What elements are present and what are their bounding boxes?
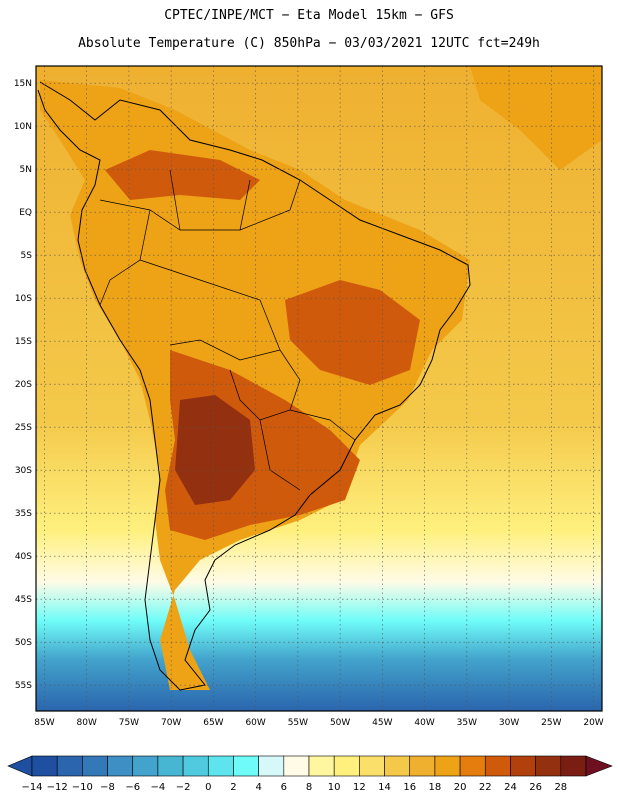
- longitude-label: 80W: [77, 718, 97, 728]
- colorbar-swatch: [459, 755, 486, 777]
- colorbar-tick-label: 12: [352, 782, 366, 793]
- colorbar-swatch: [535, 755, 562, 777]
- colorbar-swatch: [132, 755, 159, 777]
- colorbar-swatch: [56, 755, 83, 777]
- longitude-label: 50W: [330, 718, 350, 728]
- field-layer: [36, 66, 602, 711]
- colorbar-swatch: [510, 755, 536, 777]
- colorbar-swatch: [82, 755, 108, 777]
- colorbar-tick-label: −4: [150, 782, 166, 793]
- latitude-label: 55S: [15, 681, 32, 691]
- latitude-label: EQ: [19, 208, 32, 218]
- longitude-label: 20W: [583, 718, 603, 728]
- colorbar-swatch: [434, 755, 461, 777]
- colorbar-tick-label: −14: [21, 782, 43, 793]
- longitude-label: 40W: [414, 718, 434, 728]
- colorbar-swatch: [359, 755, 385, 777]
- colorbar-swatch: [409, 755, 436, 777]
- title-line-2: Absolute Temperature (C) 850hPa − 03/03/…: [78, 36, 540, 51]
- latitude-label: 15N: [14, 79, 32, 89]
- axis-ticks: 15N 10N 5N EQ 5S 10S 15S 20S 25S 30S 35S 40S 45S 50S 5…: [14, 79, 604, 728]
- colorbar-tick-label: 4: [255, 782, 262, 793]
- longitude-label: 75W: [119, 718, 139, 728]
- map-frame: [35, 65, 603, 712]
- colorbar-swatch: [157, 755, 184, 777]
- colorbar-swatch: [258, 755, 285, 777]
- colorbar-tick-label: 14: [378, 782, 391, 793]
- latitude-label: 10N: [14, 122, 32, 132]
- colorbar-swatch: [384, 755, 411, 777]
- venezuela-hot-area: [105, 150, 260, 200]
- longitude-label: 30W: [499, 718, 519, 728]
- longitude-label: 65W: [203, 718, 223, 728]
- tropical-atlantic-warm-area: [470, 66, 602, 170]
- colorbar-tick-label: 8: [305, 782, 313, 793]
- colorbar-swatch: [560, 755, 587, 777]
- colorbar-tick-label: 6: [280, 782, 287, 793]
- colorbar-tick-label: 24: [504, 782, 517, 793]
- latitude-label: 50S: [15, 638, 32, 648]
- longitude-label: 85W: [34, 718, 54, 728]
- latitude-label: 5N: [20, 165, 32, 175]
- colorbar-tick-label: 26: [529, 782, 542, 793]
- colorbar-tick-label: 16: [403, 782, 417, 793]
- colorbar-tick-label: −2: [175, 782, 191, 793]
- colorbar-tick-label: −8: [100, 782, 115, 793]
- colorbar-tick-label: 0: [205, 782, 212, 793]
- colorbar-swatch: [333, 755, 360, 777]
- northeast-brazil-hot-area: [285, 280, 420, 385]
- colorbar-swatch: [107, 755, 134, 777]
- chaco-hottest-core: [175, 395, 255, 505]
- latitude-label: 15S: [15, 337, 32, 347]
- latitude-label: 5S: [21, 251, 33, 261]
- latitude-label: 25S: [15, 423, 32, 433]
- longitude-label: 45W: [372, 718, 392, 728]
- latitude-label: 30S: [15, 466, 32, 476]
- latitude-label: 35S: [15, 509, 32, 519]
- colorbar-swatch: [308, 755, 335, 777]
- title-line-1: CPTEC/INPE/MCT − Eta Model 15km − GFS: [164, 8, 454, 23]
- longitude-label: 60W: [245, 718, 265, 728]
- latitude-label: 20S: [15, 380, 32, 390]
- colorbar-tick-label: −6: [125, 782, 141, 793]
- colorbar-tick-label: −12: [46, 782, 68, 793]
- longitude-label: 35W: [457, 718, 477, 728]
- colorbar-swatch: [484, 755, 511, 777]
- longitude-label: 70W: [161, 718, 181, 728]
- colorbar-right-arrow: [585, 755, 613, 777]
- colorbar-swatch: [31, 755, 58, 777]
- colorbar-tick-label: −10: [71, 782, 93, 793]
- colorbar-tick-label: 22: [478, 782, 492, 793]
- latitude-label: 40S: [15, 552, 32, 562]
- longitude-label: 55W: [288, 718, 308, 728]
- colorbar-swatch: [283, 755, 310, 777]
- longitude-label: 25W: [541, 718, 561, 728]
- colorbar-tick-label: 2: [230, 782, 237, 793]
- colorbar-tick-label: 20: [453, 782, 467, 793]
- colorbar-tick-label: 10: [327, 782, 341, 793]
- south-america-coastline: [37, 81, 471, 691]
- colorbar-swatch: [233, 755, 259, 777]
- colorbar-swatch: [182, 755, 209, 777]
- latitude-label: 45S: [15, 595, 32, 605]
- colorbar-left-arrow: [7, 755, 33, 777]
- colorbar-swatch: [207, 755, 234, 777]
- colorbar: [7, 755, 613, 777]
- colorbar-tick-label: 28: [554, 782, 568, 793]
- latitude-label: 10S: [15, 294, 32, 304]
- colorbar-tick-label: 18: [428, 782, 442, 793]
